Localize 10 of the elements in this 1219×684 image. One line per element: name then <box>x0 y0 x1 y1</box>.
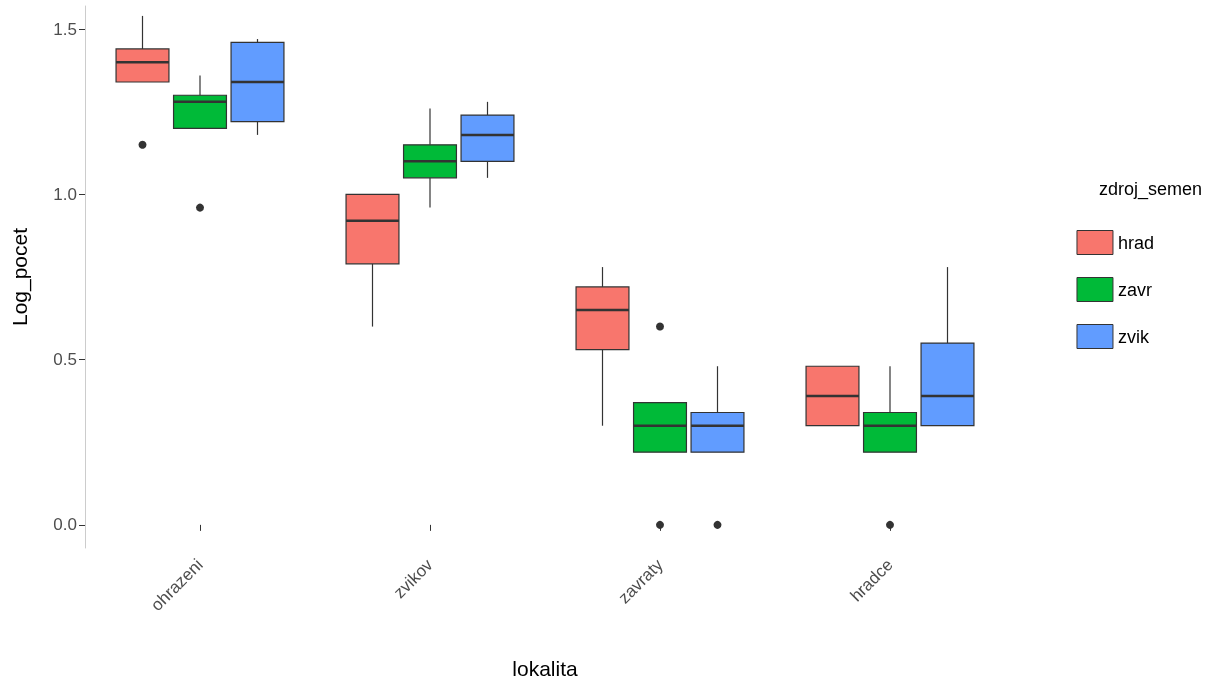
y-tick-label: 1.0 <box>53 184 77 204</box>
legend-label: hrad <box>1117 232 1154 253</box>
y-tick-label: 0.0 <box>53 515 77 535</box>
x-axis-title: lokalita <box>512 657 578 680</box>
legend-label: zvik <box>1117 326 1150 347</box>
y-tick-label: 1.5 <box>53 19 77 39</box>
legend-label: zavr <box>1117 279 1152 300</box>
y-axis-title: Log_pocet <box>8 227 32 327</box>
y-tick-label: 0.5 <box>53 350 77 370</box>
legend-title: zdroj_semen <box>1098 179 1203 200</box>
